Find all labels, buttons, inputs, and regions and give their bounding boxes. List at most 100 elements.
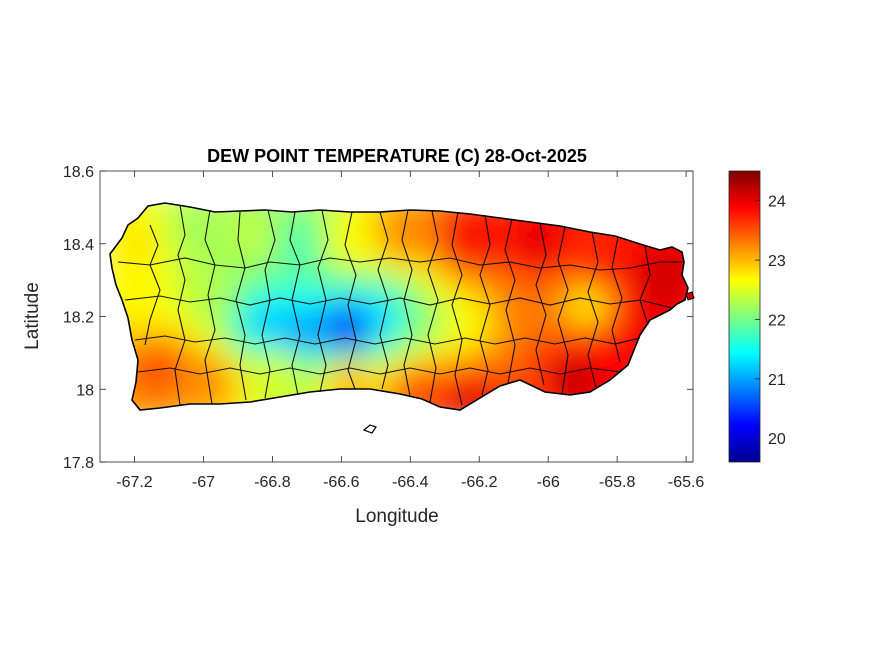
x-axis: -67.2 -67 -66.8 -66.6 -66.4 -66.2 -66 -65.8 -65.… [116,171,704,491]
field-cell [636,280,651,295]
field-cell [300,350,315,365]
field-cell [188,224,203,239]
field-cell [468,378,483,393]
field-cell [622,322,637,337]
field-cell [664,266,679,281]
field-cell [300,378,315,393]
field-cell [202,224,217,239]
field-cell [300,252,315,267]
field-cell [244,364,259,379]
field-cell [398,378,413,393]
field-cell [314,210,329,225]
field-cell [146,322,161,337]
field-cell [356,336,371,351]
field-cell [580,308,595,323]
field-cell [412,266,427,281]
field-cell [650,280,665,295]
field-cell [356,308,371,323]
field-cell [426,294,441,309]
field-cell [384,378,399,393]
field-cell [524,266,539,281]
field-cell [160,350,175,365]
field-cell [230,224,245,239]
field-cell [188,266,203,281]
field-cell [272,378,287,393]
field-cell [272,210,287,225]
field-cell [174,308,189,323]
field-cell [552,350,567,365]
field-cell [272,252,287,267]
field-cell [160,203,175,211]
field-cell [146,203,161,211]
field-cell [524,350,539,365]
field-cell [594,294,609,309]
field-cell [524,238,539,253]
field-cell [300,224,315,239]
field-cell [608,238,623,253]
field-cell [398,224,413,239]
field-cell [286,224,301,239]
field-cell [132,280,147,295]
y-tick-label: 18.6 [63,164,94,181]
field-cell [132,308,147,323]
field-cell [314,280,329,295]
field-cell [692,294,707,309]
field-cell [188,350,203,365]
field-cell [426,364,441,379]
field-cell [412,308,427,323]
field-cell [272,308,287,323]
field-cell [258,224,273,239]
field-cell [580,350,595,365]
field-cell [496,336,511,351]
field-cell [160,224,175,239]
field-cell [566,322,581,337]
field-cell [314,266,329,281]
field-cell [482,266,497,281]
field-cell [412,294,427,309]
field-cell [230,322,245,337]
field-cell [272,280,287,295]
field-cell [328,308,343,323]
field-cell [636,266,651,281]
field-cell [552,280,567,295]
field-cell [160,280,175,295]
field-cell [328,280,343,295]
field-cell [538,238,553,253]
field-cell [146,224,161,239]
field-cell [202,308,217,323]
field-cell [300,280,315,295]
field-cell [538,322,553,337]
field-cell [496,266,511,281]
field-cell [524,322,539,337]
field-cell [482,308,497,323]
field-cell [580,378,595,393]
y-tick-label: 18.2 [63,310,94,327]
x-tick-label: -66.4 [392,474,429,491]
field-cell [398,210,413,225]
field-cell [356,280,371,295]
colorbar-ticks: 20 21 22 23 24 [755,194,786,448]
field-cell [188,210,203,225]
field-cell [342,210,357,225]
field-cell [454,364,469,379]
field-cell [314,308,329,323]
field-cell [244,378,259,393]
field-cell [216,266,231,281]
x-axis-label: Longitude [355,506,438,527]
field-cell [216,322,231,337]
field-cell [174,294,189,309]
field-cell [524,294,539,309]
field-cell [272,294,287,309]
field-cell [496,308,511,323]
field-cell [440,308,455,323]
field-cell [230,378,245,393]
field-cell [580,252,595,267]
field-cell [622,308,637,323]
field-cell [370,266,385,281]
field-cell [384,322,399,337]
colorbar-tick-label: 23 [768,253,786,270]
field-cell [244,294,259,309]
field-cell [356,252,371,267]
field-cell [244,238,259,253]
field-cell [538,252,553,267]
